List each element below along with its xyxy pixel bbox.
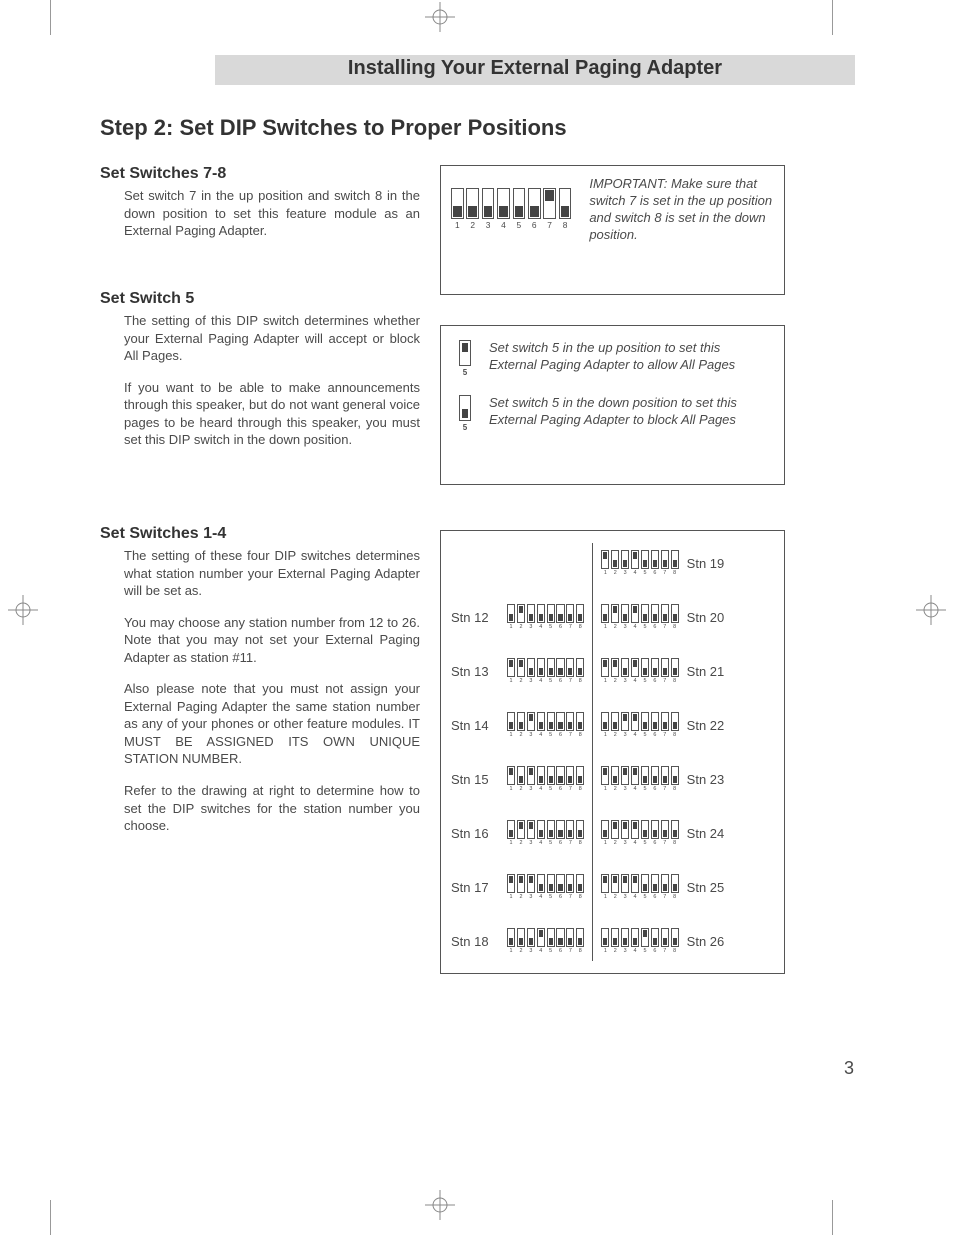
dip-diagram-7-8: 12345678 xyxy=(451,188,571,230)
single-switch-down: 5 xyxy=(459,395,471,432)
dip-diagram: 12345678 xyxy=(507,820,584,847)
dip-diagram: 12345678 xyxy=(601,658,678,685)
crop-mark xyxy=(50,0,51,35)
body-1-4-p2: You may choose any station number from 1… xyxy=(100,614,420,667)
station-grid: 12345678Stn 1212345678Stn 1312345678Stn … xyxy=(440,530,785,974)
station-row: 12345678 Stn 26 xyxy=(601,921,734,961)
station-row: Stn 15 12345678 xyxy=(451,759,584,799)
switch-5-down-text: Set switch 5 in the down position to set… xyxy=(489,395,766,429)
dip-diagram: 12345678 xyxy=(507,928,584,955)
registration-mark xyxy=(8,595,38,625)
station-label: Stn 25 xyxy=(687,880,735,895)
station-col-left: 12345678Stn 1212345678Stn 1312345678Stn … xyxy=(451,543,584,961)
station-row: Stn 16 12345678 xyxy=(451,813,584,853)
station-row: 12345678 Stn 25 xyxy=(601,867,734,907)
registration-mark xyxy=(916,595,946,625)
station-row: Stn 14 12345678 xyxy=(451,705,584,745)
page: Installing Your External Paging Adapter … xyxy=(0,0,954,1235)
body-1-4-p4: Refer to the drawing at right to determi… xyxy=(100,782,420,835)
registration-mark xyxy=(425,2,455,32)
station-label: Stn 14 xyxy=(451,718,499,733)
station-label: Stn 15 xyxy=(451,772,499,787)
body-1-4-p3: Also please note that you must not assig… xyxy=(100,680,420,768)
dip-diagram: 12345678 xyxy=(601,550,678,577)
heading-switch-5: Set Switch 5 xyxy=(100,290,420,308)
body-switch-5-p2: If you want to be able to make announcem… xyxy=(100,379,420,449)
crop-mark xyxy=(50,1200,51,1235)
dip-diagram: 12345678 xyxy=(601,604,678,631)
station-row: 12345678 Stn 22 xyxy=(601,705,734,745)
body-switch-5-p1: The setting of this DIP switch determine… xyxy=(100,312,420,365)
heading-switches-1-4: Set Switches 1-4 xyxy=(100,525,420,543)
page-number: 3 xyxy=(844,1058,854,1079)
body-1-4-p1: The setting of these four DIP switches d… xyxy=(100,547,420,600)
station-label: Stn 23 xyxy=(687,772,735,787)
station-row: Stn 17 12345678 xyxy=(451,867,584,907)
callout-switches-7-8: 12345678 IMPORTANT: Make sure that switc… xyxy=(440,165,785,295)
station-row: Stn 18 12345678 xyxy=(451,921,584,961)
station-label: Stn 21 xyxy=(687,664,735,679)
crop-mark xyxy=(832,0,833,35)
station-label: Stn 17 xyxy=(451,880,499,895)
station-label: Stn 24 xyxy=(687,826,735,841)
section-header-title: Installing Your External Paging Adapter xyxy=(215,57,855,80)
dip-diagram: 12345678 xyxy=(507,604,584,631)
single-switch-up: 5 xyxy=(459,340,471,377)
station-label: Stn 18 xyxy=(451,934,499,949)
station-col-right: 12345678 Stn 19 12345678 Stn 20 12345678 Stn … xyxy=(601,543,734,961)
station-row: Stn 12 12345678 xyxy=(451,597,584,637)
step-title: Step 2: Set DIP Switches to Proper Posit… xyxy=(100,115,567,141)
station-label: Stn 16 xyxy=(451,826,499,841)
switch-5-up-text: Set switch 5 in the up position to set t… xyxy=(489,340,766,374)
station-row: 12345678 Stn 24 xyxy=(601,813,734,853)
dip-diagram: 12345678 xyxy=(601,766,678,793)
station-row: 12345678 Stn 19 xyxy=(601,543,734,583)
station-label: Stn 12 xyxy=(451,610,499,625)
station-label: Stn 20 xyxy=(687,610,735,625)
dip-diagram: 12345678 xyxy=(601,874,678,901)
station-divider xyxy=(592,543,593,961)
dip-diagram: 12345678 xyxy=(507,874,584,901)
dip-diagram: 12345678 xyxy=(507,712,584,739)
body-switches-7-8: Set switch 7 in the up position and swit… xyxy=(100,187,420,240)
station-label: Stn 26 xyxy=(687,934,735,949)
station-row: 12345678 xyxy=(451,543,584,583)
station-label: Stn 22 xyxy=(687,718,735,733)
dip-diagram: 12345678 xyxy=(601,928,678,955)
callout-note-7-8: IMPORTANT: Make sure that switch 7 is se… xyxy=(589,176,774,244)
heading-switches-7-8: Set Switches 7-8 xyxy=(100,165,420,183)
station-row: Stn 13 12345678 xyxy=(451,651,584,691)
station-label: Stn 13 xyxy=(451,664,499,679)
station-row: 12345678 Stn 23 xyxy=(601,759,734,799)
crop-mark xyxy=(832,1200,833,1235)
station-row: 12345678 Stn 20 xyxy=(601,597,734,637)
registration-mark xyxy=(425,1190,455,1220)
station-label: Stn 19 xyxy=(687,556,735,571)
dip-diagram: 12345678 xyxy=(601,712,678,739)
dip-diagram: 12345678 xyxy=(507,658,584,685)
dip-diagram: 12345678 xyxy=(601,820,678,847)
station-row: 12345678 Stn 21 xyxy=(601,651,734,691)
dip-diagram: 12345678 xyxy=(507,766,584,793)
callout-switch-5: 5 Set switch 5 in the up position to set… xyxy=(440,325,785,485)
